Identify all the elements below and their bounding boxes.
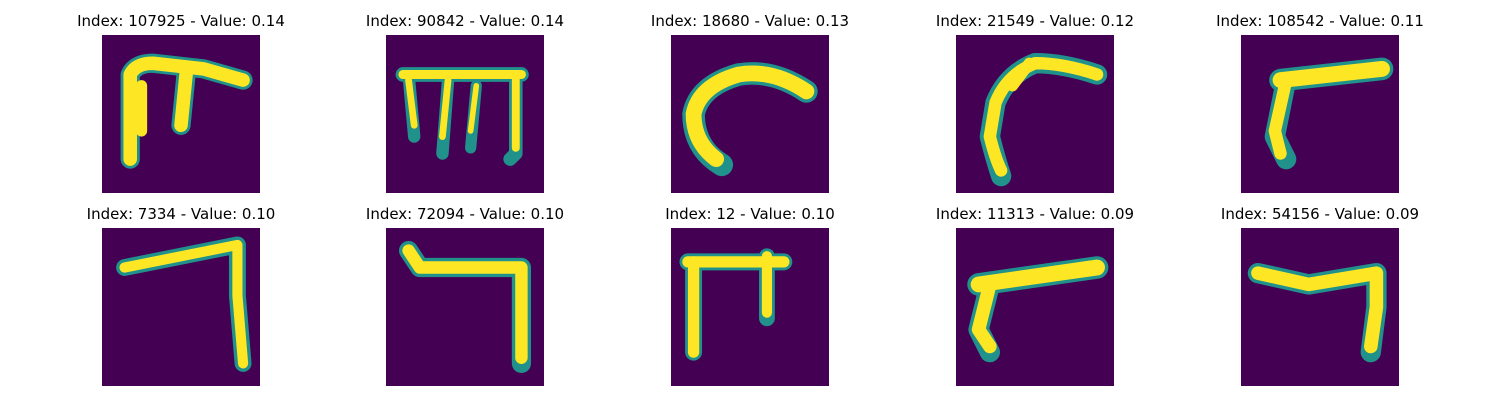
panel-title: Index: 72094 - Value: 0.10 (365, 205, 565, 223)
glyph-image (102, 228, 260, 386)
glyph-image (386, 228, 544, 386)
panel-title: Index: 12 - Value: 0.10 (665, 205, 835, 223)
panel-title: Index: 54156 - Value: 0.09 (1220, 205, 1420, 223)
glyph-image (671, 228, 829, 386)
panel-title: Index: 7334 - Value: 0.10 (86, 205, 276, 223)
glyph-image (956, 35, 1114, 193)
glyph-image (956, 228, 1114, 386)
panel-title: Index: 107925 - Value: 0.14 (77, 12, 285, 30)
panel-title: Index: 90842 - Value: 0.14 (365, 12, 565, 30)
glyph-image (386, 35, 544, 193)
glyph-image (1241, 35, 1399, 193)
glyph-image (671, 35, 829, 193)
panel-title: Index: 108542 - Value: 0.11 (1216, 12, 1424, 30)
glyph-image (1241, 228, 1399, 386)
panel-title: Index: 21549 - Value: 0.12 (935, 12, 1135, 30)
panel-title: Index: 11313 - Value: 0.09 (935, 205, 1135, 223)
glyph-image (102, 35, 260, 193)
panel-title: Index: 18680 - Value: 0.13 (650, 12, 850, 30)
